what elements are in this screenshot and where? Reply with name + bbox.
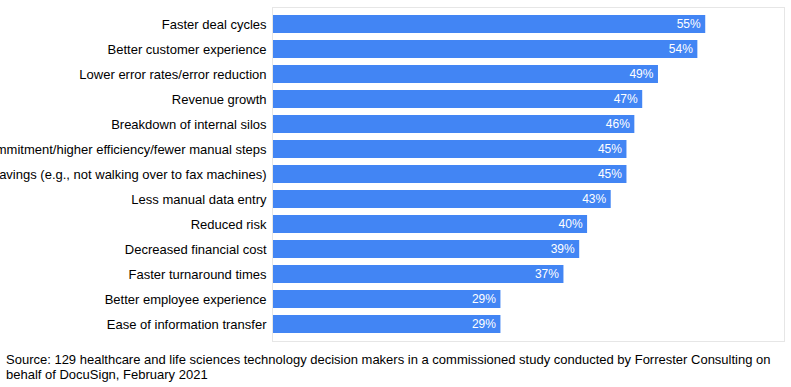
svg-text:Time savings (e.g., not walkin: Time savings (e.g., not walking over to … [0,167,267,182]
html-text:Source: 129 healthcare and lif: Source: 129 healthcare and life sciences… [6,352,771,382]
svg-text:Revenue growth: Revenue growth [172,92,267,107]
svg-text:Lower error rates/error reduct: Lower error rates/error reduction [79,67,266,82]
svg-text:43%: 43% [582,192,606,206]
svg-text:Decreased financial cost: Decreased financial cost [125,242,267,257]
svg-text:Better employee experience: Better employee experience [105,292,267,307]
svg-text:47%: 47% [614,92,638,106]
svg-text:29%: 29% [472,317,496,331]
svg-text:39%: 39% [551,242,575,256]
svg-text:Faster deal cycles: Faster deal cycles [162,17,267,32]
svg-text:Decreased time commitment/high: Decreased time commitment/higher efficie… [0,142,267,157]
svg-text:54%: 54% [669,42,693,56]
svg-text:29%: 29% [472,292,496,306]
svg-text:49%: 49% [629,67,653,81]
svg-text:Reduced risk: Reduced risk [191,217,267,232]
svg-text:45%: 45% [598,167,622,181]
svg-text:45%: 45% [598,142,622,156]
svg-text:Ease of information transfer: Ease of information transfer [107,317,267,332]
svg-text:46%: 46% [606,117,630,131]
svg-text:37%: 37% [535,267,559,281]
svg-text:Better customer experience: Better customer experience [108,42,267,57]
svg-text:Breakdown of internal silos: Breakdown of internal silos [111,117,267,132]
svg-text:Faster turnaround times: Faster turnaround times [128,267,267,282]
svg-text:55%: 55% [677,17,701,31]
svg-text:Less manual data entry: Less manual data entry [131,192,267,207]
svg-text:40%: 40% [559,217,583,231]
